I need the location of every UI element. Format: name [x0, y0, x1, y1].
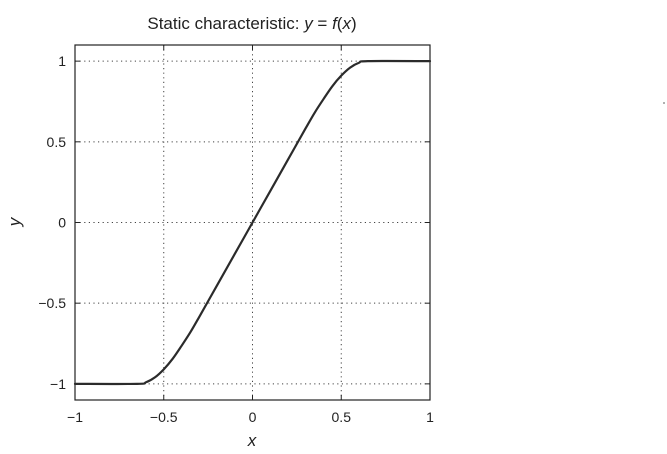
- y-tick-label: 0: [58, 215, 66, 231]
- plot-frame: [74, 44, 431, 401]
- x-tick-label: 0: [249, 409, 257, 425]
- chart-title: Static characteristic: y = f(x): [147, 14, 356, 33]
- y-tick-label: 1: [58, 53, 66, 69]
- x-tick-labels: −1 −0.5 0 0.5 1: [67, 409, 434, 425]
- y-tick-labels: −1 −0.5 0 0.5 1: [38, 53, 66, 392]
- y-tick-label: −1: [50, 376, 66, 392]
- series-layer: [73, 59, 432, 386]
- chart-title-x: x: [341, 14, 351, 33]
- chart-title-y: y: [303, 14, 314, 33]
- chart-title-prefix: Static characteristic:: [147, 14, 304, 33]
- chart-title-f: f: [332, 14, 339, 33]
- x-tick-label: −0.5: [150, 409, 178, 425]
- y-tick-label: −0.5: [38, 295, 66, 311]
- decorative-dot: [663, 102, 665, 104]
- x-tick-label: 1: [426, 409, 434, 425]
- series-line: [73, 59, 432, 386]
- x-tick-label: 0.5: [332, 409, 352, 425]
- x-tick-label: −1: [67, 409, 83, 425]
- chart-title-paren-open: (: [337, 14, 343, 33]
- y-axis-label: y: [5, 216, 24, 227]
- chart-title-eq: =: [313, 14, 332, 33]
- chart-title-paren-close: ): [351, 14, 357, 33]
- y-tick-label: 0.5: [47, 134, 67, 150]
- x-axis-label: x: [247, 431, 257, 450]
